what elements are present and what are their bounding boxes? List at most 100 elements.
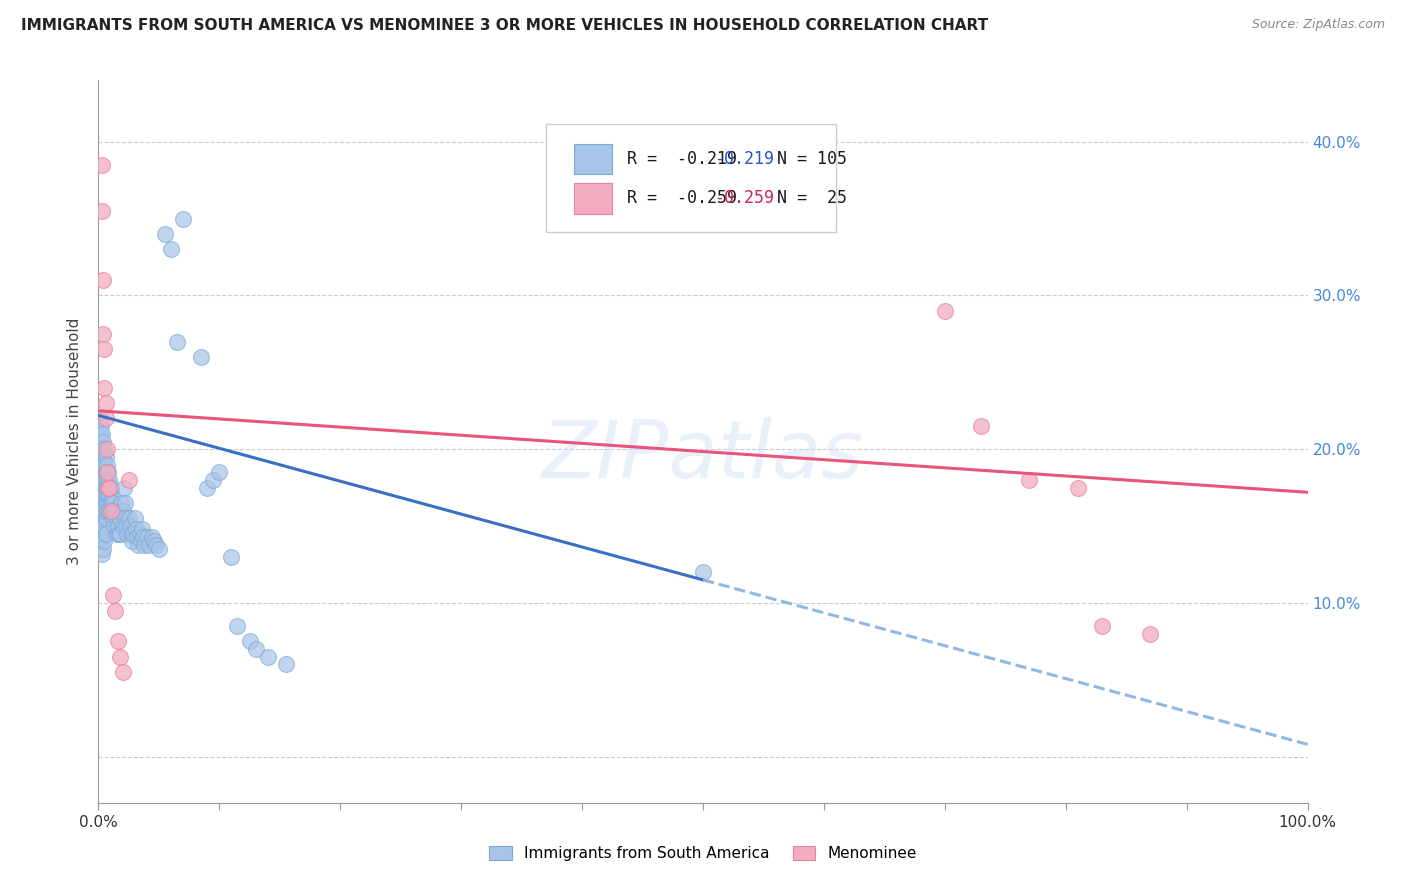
- Point: [90, 465, 112, 479]
- Point: [141, 530, 163, 544]
- Point: [1018, 473, 1040, 487]
- Text: -0.219: -0.219: [714, 150, 773, 168]
- Point: [91, 485, 114, 500]
- Point: [127, 537, 149, 551]
- Point: [90, 496, 112, 510]
- Point: [93, 381, 115, 395]
- Point: [94, 396, 117, 410]
- Text: Source: ZipAtlas.com: Source: ZipAtlas.com: [1251, 18, 1385, 31]
- Point: [1139, 626, 1161, 640]
- Point: [107, 634, 129, 648]
- Point: [111, 665, 134, 680]
- Point: [91, 158, 114, 172]
- Point: [114, 496, 136, 510]
- Point: [110, 496, 132, 510]
- Point: [89, 465, 111, 479]
- Point: [90, 434, 112, 449]
- Text: ZIPatlas: ZIPatlas: [541, 417, 865, 495]
- Point: [91, 500, 114, 515]
- Point: [112, 481, 135, 495]
- Point: [127, 530, 149, 544]
- Point: [94, 450, 117, 464]
- Point: [100, 504, 122, 518]
- Point: [96, 442, 118, 457]
- Point: [91, 542, 114, 557]
- Point: [124, 511, 146, 525]
- Point: [89, 507, 111, 521]
- Point: [96, 465, 118, 479]
- Point: [89, 491, 111, 506]
- Point: [100, 496, 122, 510]
- Point: [692, 565, 714, 579]
- Point: [115, 519, 138, 533]
- Point: [135, 530, 157, 544]
- Point: [100, 481, 122, 495]
- Text: IMMIGRANTS FROM SOUTH AMERICA VS MENOMINEE 3 OR MORE VEHICLES IN HOUSEHOLD CORRE: IMMIGRANTS FROM SOUTH AMERICA VS MENOMIN…: [21, 18, 988, 33]
- Point: [90, 419, 112, 434]
- Point: [94, 465, 117, 479]
- Point: [93, 488, 115, 502]
- Point: [97, 496, 120, 510]
- Point: [101, 511, 124, 525]
- Point: [91, 442, 114, 457]
- Point: [96, 504, 118, 518]
- Point: [934, 304, 956, 318]
- Point: [94, 411, 117, 425]
- Point: [208, 465, 231, 479]
- Point: [108, 649, 131, 664]
- Point: [100, 488, 122, 502]
- Point: [239, 634, 262, 648]
- Point: [221, 549, 243, 564]
- Point: [91, 434, 114, 449]
- FancyBboxPatch shape: [546, 124, 837, 232]
- Point: [128, 526, 150, 541]
- Point: [145, 537, 167, 551]
- Point: [1091, 619, 1114, 633]
- Point: [103, 519, 125, 533]
- Point: [89, 426, 111, 441]
- Point: [121, 534, 143, 549]
- Point: [111, 519, 134, 533]
- Point: [195, 481, 218, 495]
- Point: [89, 522, 111, 536]
- Point: [91, 273, 114, 287]
- Point: [118, 511, 141, 525]
- Point: [101, 496, 124, 510]
- Point: [96, 458, 118, 472]
- FancyBboxPatch shape: [574, 144, 613, 174]
- Point: [91, 203, 114, 218]
- Point: [125, 522, 148, 536]
- Point: [90, 450, 112, 464]
- Point: [118, 473, 141, 487]
- Point: [90, 526, 112, 541]
- Point: [138, 537, 160, 551]
- Point: [91, 481, 114, 495]
- Point: [91, 326, 114, 341]
- Point: [970, 419, 993, 434]
- Point: [120, 526, 142, 541]
- Point: [94, 526, 117, 541]
- Point: [245, 642, 267, 657]
- Point: [91, 511, 114, 525]
- Point: [172, 211, 194, 226]
- Point: [105, 526, 128, 541]
- Point: [100, 504, 122, 518]
- Point: [143, 534, 166, 549]
- Point: [91, 547, 114, 561]
- Point: [91, 426, 114, 441]
- Point: [91, 532, 114, 546]
- Point: [93, 534, 115, 549]
- Point: [104, 604, 127, 618]
- Point: [98, 504, 121, 518]
- Point: [96, 473, 118, 487]
- Point: [98, 473, 121, 487]
- Point: [256, 649, 278, 664]
- Point: [97, 481, 120, 495]
- Point: [129, 534, 152, 549]
- Point: [190, 350, 212, 364]
- Legend: Immigrants from South America, Menominee: Immigrants from South America, Menominee: [482, 840, 924, 867]
- Point: [101, 588, 124, 602]
- Point: [160, 243, 183, 257]
- Point: [93, 519, 115, 533]
- Text: R =  -0.259    N =  25: R = -0.259 N = 25: [627, 189, 846, 208]
